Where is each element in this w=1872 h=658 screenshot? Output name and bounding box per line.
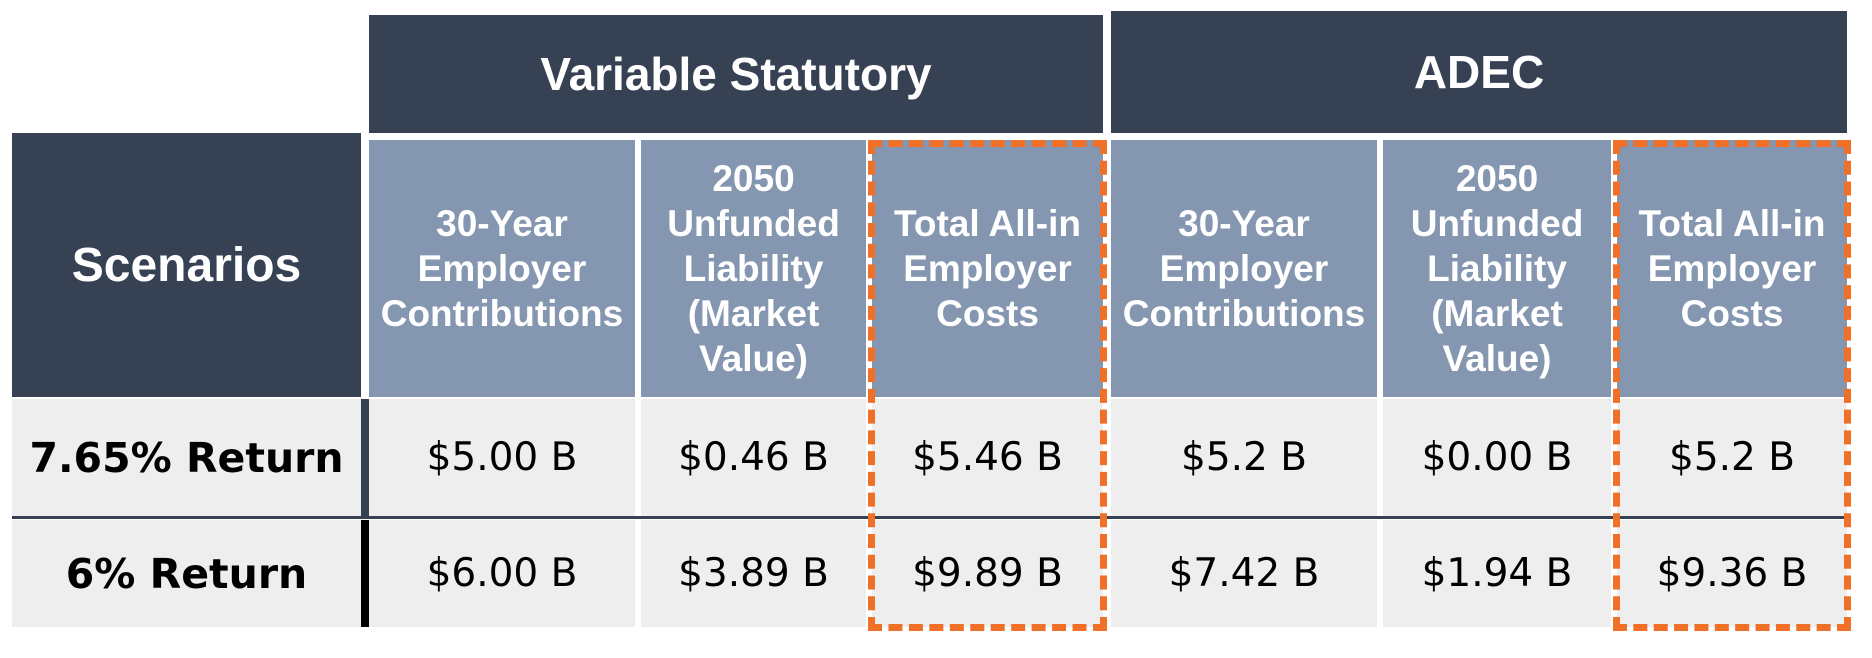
value-cell: $1.94 B (1383, 520, 1611, 627)
row-label-6-return: 6% Return (12, 520, 361, 627)
column-header-adec-unfunded-liability: 2050 Unfunded Liability (Market Value) (1383, 140, 1611, 397)
value-cell: $5.2 B (1111, 399, 1377, 516)
column-header-vs-unfunded-liability: 2050 Unfunded Liability (Market Value) (641, 140, 866, 397)
value-cell: $5.2 B (1617, 399, 1847, 516)
value-cell: $9.89 B (872, 520, 1103, 627)
value-cell: $0.00 B (1383, 399, 1611, 516)
scenarios-header: Scenarios (12, 133, 361, 397)
row-accent-bar (361, 520, 369, 627)
column-header-vs-contributions: 30-Year Employer Contributions (369, 140, 635, 397)
group-header-adec: ADEC (1111, 11, 1847, 133)
row-accent-bar (361, 399, 369, 516)
value-cell: $0.46 B (641, 399, 866, 516)
value-cell: $9.36 B (1617, 520, 1847, 627)
column-header-adec-total-costs: Total All-in Employer Costs (1617, 140, 1847, 397)
value-cell: $5.00 B (369, 399, 635, 516)
column-header-adec-contributions: 30-Year Employer Contributions (1111, 140, 1377, 397)
value-cell: $7.42 B (1111, 520, 1377, 627)
value-cell: $5.46 B (872, 399, 1103, 516)
row-divider (12, 516, 1847, 519)
value-cell: $3.89 B (641, 520, 866, 627)
column-header-vs-total-costs: Total All-in Employer Costs (872, 140, 1103, 397)
value-cell: $6.00 B (369, 520, 635, 627)
group-header-variable-statutory: Variable Statutory (369, 15, 1103, 133)
row-label-7-65-return: 7.65% Return (12, 399, 361, 516)
